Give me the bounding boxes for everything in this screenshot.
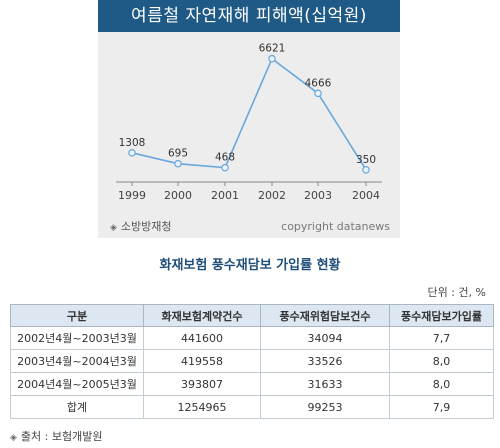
table-cell: 7,9 [389,395,494,419]
chart-source: ◈ 소방방재청 [110,218,172,234]
table-source-text: 출처 : 보험개발원 [20,430,103,443]
data-label: 350 [356,154,376,166]
table-cell: 8,0 [389,349,494,373]
table-row: 2004년4월~2005년3월 393807 31633 8,0 [10,372,494,396]
table-cell: 7,7 [389,326,494,350]
unit-label: 단위 : 건, % [427,286,486,299]
x-tick-label: 2003 [304,189,332,202]
diamond-icon: ◈ [110,223,117,233]
table-cell: 합계 [10,395,144,419]
data-point [174,159,182,168]
table-cell: 8,0 [389,372,494,396]
header-cell: 화재보험계약건수 [143,304,261,327]
x-tick-label: 2002 [258,189,286,202]
chart-source-text: 소방방재청 [120,220,172,233]
x-tick-label: 2001 [211,189,239,202]
table-row: 2002년4월~2003년3월 441600 34094 7,7 [10,326,494,350]
header-cell: 구분 [10,304,144,327]
data-label: 695 [168,148,188,160]
data-point [362,166,370,174]
data-label: 1308 [119,137,146,149]
table-cell: 99253 [260,395,390,419]
series-line [131,57,367,171]
table-cell: 419558 [143,349,261,373]
header-cell: 풍수재담보가입률 [389,304,494,327]
table-cell: 2003년4월~2004년3월 [10,349,144,373]
data-point [221,163,229,172]
table-total-row: 합계 1254965 99253 7,9 [10,395,494,419]
chart-panel: 여름철 자연재해 피해액(십억원) 1999 2000 2001 2002 2003 20… [98,0,400,238]
data-point [314,89,322,98]
table-cell: 2004년4월~2005년3월 [10,372,144,396]
table-cell: 441600 [143,326,261,350]
table-row: 2003년4월~2004년3월 419558 33526 8,0 [10,349,494,373]
x-tick-label: 2004 [352,189,380,202]
chart-copyright: copyright datanews [281,220,390,233]
table-cell: 2002년4월~2003년3월 [10,326,144,350]
table-cell: 31633 [260,372,390,396]
table-source: ◈ 출처 : 보험개발원 [10,428,102,444]
data-label: 6621 [259,43,286,55]
x-tick-label: 2000 [164,189,192,202]
table-cell: 33526 [260,349,390,373]
x-tick-label: 1999 [118,189,146,202]
data-label: 468 [215,152,235,164]
line-chart: 1999 2000 2001 2002 2003 2004 1308 695 468 6621 46… [116,43,382,202]
data-point [128,149,136,157]
table-cell: 393807 [143,372,261,396]
table-title: 화재보험 풍수재담보 가입률 현황 [159,258,341,273]
data-point [268,54,276,63]
diamond-icon: ◈ [10,433,17,443]
table-header-row: 구분 화재보험계약건수 풍수재위험담보건수 풍수재담보가입률 [10,304,494,327]
chart-title: 여름철 자연재해 피해액(십억원) [98,0,400,32]
data-table: 구분 화재보험계약건수 풍수재위험담보건수 풍수재담보가입률 2002년4월~2… [10,304,494,419]
table-cell: 34094 [260,326,390,350]
data-label: 4666 [305,77,332,89]
table-cell: 1254965 [143,395,261,419]
header-cell: 풍수재위험담보건수 [260,304,390,327]
